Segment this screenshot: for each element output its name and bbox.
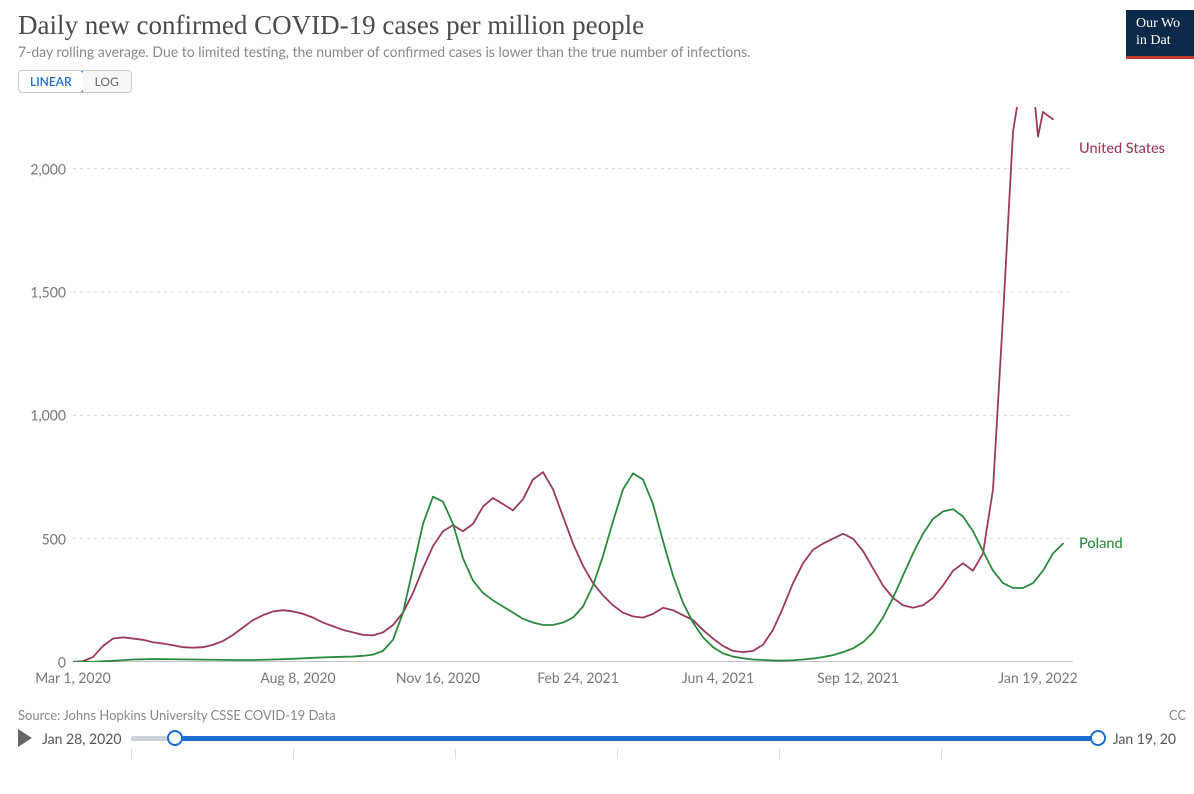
timeline: Jan 28, 2020 Jan 19, 20 [18,729,1176,747]
chart-area: 0 500 1,000 1,500 2,000 Mar 1, 2020 Aug 8, 202… [18,99,1176,689]
timeline-end-label: Jan 19, 20 [1113,730,1176,747]
play-icon[interactable] [18,729,32,747]
y-tick-label: 2,000 [18,160,66,177]
source-text: Source: Johns Hopkins University CSSE CO… [18,707,1176,723]
x-tick-label: Jan 19, 2022 [998,669,1077,686]
y-tick-label: 500 [18,530,66,547]
chart-plot [73,107,1073,662]
y-tick-label: 1,500 [18,284,66,301]
chart-title: Daily new confirmed COVID-19 cases per m… [18,10,1176,41]
series-label-poland[interactable]: Poland [1079,535,1123,552]
x-tick-label: Nov 16, 2020 [396,669,480,686]
owid-logo: Our Wo in Dat [1126,10,1194,59]
y-tick-label: 1,000 [18,407,66,424]
y-tick-label: 0 [18,654,66,671]
timeline-track[interactable] [131,729,1102,747]
logo-line1: Our Wo [1136,16,1180,31]
scale-toggle: LINEAR LOG [18,70,132,93]
x-tick-label: Feb 24, 2021 [537,669,619,686]
log-button[interactable]: LOG [83,71,131,92]
cc-label: CC [1169,707,1186,723]
timeline-start-label: Jan 28, 2020 [42,730,121,747]
x-tick-label: Mar 1, 2020 [35,669,111,686]
x-tick-label: Sep 12, 2021 [817,669,899,686]
linear-button[interactable]: LINEAR [18,70,84,93]
series-label-united-states[interactable]: United States [1079,140,1165,157]
x-tick-label: Aug 8, 2020 [260,669,335,686]
timeline-handle-start[interactable] [167,730,183,746]
timeline-handle-end[interactable] [1090,730,1106,746]
chart-subtitle: 7-day rolling average. Due to limited te… [18,43,1176,60]
logo-line2: in Dat [1136,33,1194,50]
x-tick-label: Jun 4, 2021 [682,669,754,686]
